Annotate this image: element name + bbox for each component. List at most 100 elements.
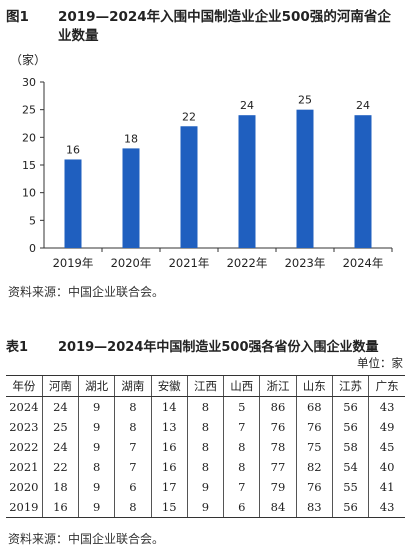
value-cell: 55 xyxy=(331,477,369,497)
value-cell: 9 xyxy=(78,477,115,497)
value-cell: 8 xyxy=(186,396,224,417)
value-cell: 7 xyxy=(223,417,260,437)
value-cell: 83 xyxy=(295,497,333,518)
value-cell: 86 xyxy=(259,396,297,417)
value-cell: 56 xyxy=(331,497,369,518)
value-cell: 8 xyxy=(78,457,115,477)
value-cell: 24 xyxy=(41,396,79,417)
value-cell: 8 xyxy=(186,437,224,457)
value-cell: 7 xyxy=(223,477,260,497)
column-header: 山西 xyxy=(223,375,260,397)
value-cell: 9 xyxy=(78,417,115,437)
year-cell: 2021 xyxy=(9,460,39,474)
value-cell: 56 xyxy=(331,417,369,437)
year-cell: 2022 xyxy=(9,440,39,454)
value-cell: 8 xyxy=(114,396,152,417)
value-cell: 8 xyxy=(114,497,152,518)
value-cell: 5 xyxy=(223,396,260,417)
bar-value-label: 24 xyxy=(240,99,254,112)
value-cell: 9 xyxy=(186,497,224,518)
value-cell: 15 xyxy=(150,497,188,518)
column-header: 年份 xyxy=(6,375,43,397)
value-cell: 45 xyxy=(368,437,405,457)
value-cell: 17 xyxy=(150,477,188,497)
column-header: 河南 xyxy=(41,375,79,397)
value-cell: 16 xyxy=(150,437,188,457)
x-tick-label: 2020年 xyxy=(111,256,152,270)
value-cell: 9 xyxy=(78,396,115,417)
value-cell: 40 xyxy=(368,457,405,477)
value-cell: 76 xyxy=(295,417,333,437)
y-axis-label: （家） xyxy=(10,52,46,67)
bar-value-label: 18 xyxy=(124,132,138,145)
year-cell: 2023 xyxy=(9,420,39,434)
x-tick-label: 2024年 xyxy=(343,256,384,270)
y-tick-label: 20 xyxy=(22,131,36,144)
value-cell: 24 xyxy=(41,437,79,457)
column-header: 安徽 xyxy=(150,375,188,397)
column-header: 广东 xyxy=(368,375,405,397)
value-cell: 25 xyxy=(41,417,79,437)
value-cell: 22 xyxy=(41,457,79,477)
figure-title: 2019—2024年入围中国制造业企业500强的河南省企业数量 xyxy=(58,9,391,44)
value-cell: 58 xyxy=(331,437,369,457)
bar-value-label: 16 xyxy=(66,143,80,156)
y-tick-label: 5 xyxy=(29,214,36,227)
year-cell: 2024 xyxy=(9,400,39,414)
value-cell: 8 xyxy=(223,457,260,477)
value-cell: 9 xyxy=(78,497,115,518)
value-cell: 6 xyxy=(223,497,260,518)
year-cell: 2020 xyxy=(9,480,39,494)
y-tick-label: 0 xyxy=(29,242,36,255)
value-cell: 77 xyxy=(259,457,297,477)
value-cell: 78 xyxy=(259,437,297,457)
bar xyxy=(296,109,314,249)
bar xyxy=(64,159,82,248)
value-cell: 8 xyxy=(186,457,224,477)
value-cell: 76 xyxy=(259,417,297,437)
x-tick-label: 2023年 xyxy=(285,256,326,270)
value-cell: 84 xyxy=(259,497,297,518)
column-header: 山东 xyxy=(295,375,333,397)
bar xyxy=(122,148,140,248)
column-header: 江苏 xyxy=(331,375,369,397)
column-header: 湖南 xyxy=(114,375,152,397)
value-cell: 7 xyxy=(114,437,152,457)
table-row: 2024 24 9 8 14 8 5 86 68 56 43 xyxy=(6,396,405,417)
table-row: 2023 25 9 8 13 8 7 76 76 56 49 xyxy=(6,417,405,437)
x-tick-label: 2019年 xyxy=(53,256,94,270)
figure-number: 图1 xyxy=(6,9,29,25)
value-cell: 49 xyxy=(368,417,405,437)
x-tick-label: 2022年 xyxy=(227,256,268,270)
value-cell: 18 xyxy=(41,477,79,497)
year-cell: 2019 xyxy=(6,497,43,518)
column-header: 湖北 xyxy=(78,375,115,397)
value-cell: 75 xyxy=(295,437,333,457)
bar-value-label: 24 xyxy=(356,99,370,112)
value-cell: 8 xyxy=(186,417,224,437)
bar-value-label: 25 xyxy=(298,94,312,107)
table-unit: 单位：家 xyxy=(357,356,403,370)
table-header-row: 年份 河南 湖北 湖南 安徽 江西 山西 浙江 山东 江苏 广东 xyxy=(6,375,405,397)
bar-chart: （家） 0 5 10 15 20 25 30 16 2019年 18 2020年 22 2021年 24 20… xyxy=(10,52,393,270)
value-cell: 82 xyxy=(295,457,333,477)
bar xyxy=(238,115,256,248)
value-cell: 43 xyxy=(368,396,405,417)
value-cell: 13 xyxy=(150,417,188,437)
value-cell: 9 xyxy=(78,437,115,457)
column-header: 浙江 xyxy=(259,375,297,397)
value-cell: 16 xyxy=(150,457,188,477)
value-cell: 54 xyxy=(331,457,369,477)
value-cell: 43 xyxy=(368,497,405,518)
table-source-note: 资料来源：中国企业联合会。 xyxy=(8,532,165,546)
table-body: 2024 24 9 8 14 8 5 86 68 56 43 2023 25 9 8 13 8 7 76 76 56 49… xyxy=(6,396,405,518)
y-tick-label: 30 xyxy=(22,76,36,89)
table-number: 表1 xyxy=(6,340,29,355)
value-cell: 9 xyxy=(186,477,224,497)
value-cell: 16 xyxy=(41,497,79,518)
value-cell: 56 xyxy=(331,396,369,417)
data-table: 年份 河南 湖北 湖南 安徽 江西 山西 浙江 山东 江苏 广东 2024 24 9 8 14 8 5 86 68 5… xyxy=(6,375,405,518)
table-row: 2020 18 9 6 17 9 7 79 76 55 41 xyxy=(6,477,405,497)
x-tick-label: 2021年 xyxy=(169,256,210,270)
y-tick-label: 15 xyxy=(22,159,36,172)
